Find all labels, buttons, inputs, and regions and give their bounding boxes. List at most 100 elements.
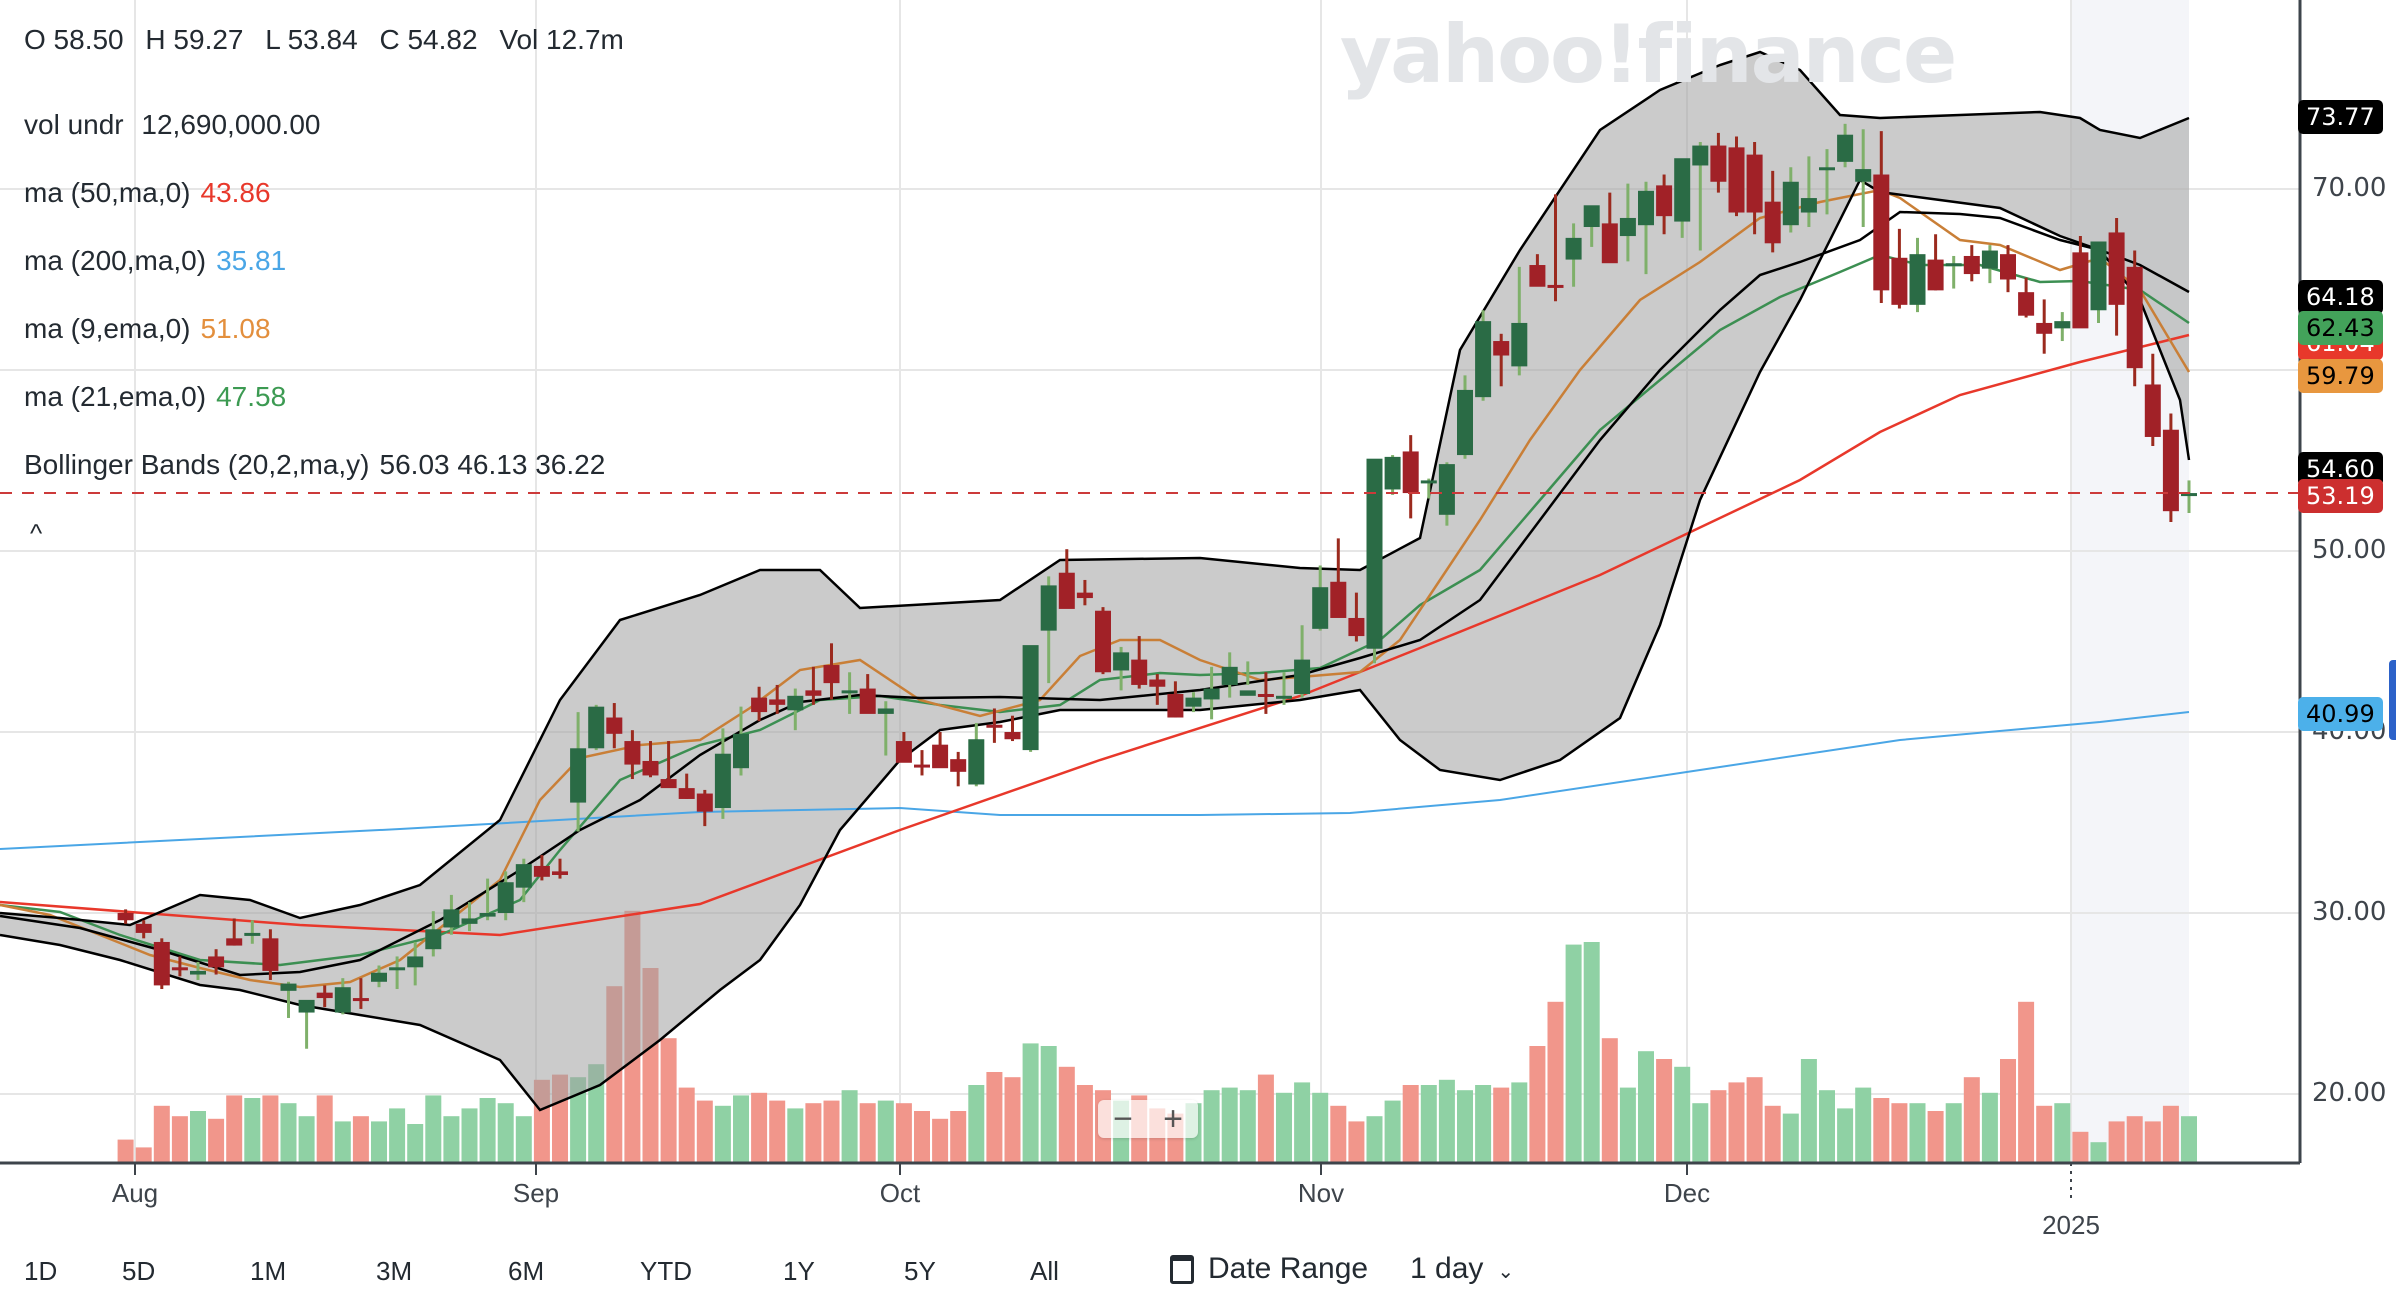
- candle[interactable]: [1384, 456, 1401, 490]
- candle[interactable]: [226, 938, 243, 946]
- candle[interactable]: [2090, 241, 2107, 311]
- candle[interactable]: [1366, 458, 1383, 649]
- candle[interactable]: [208, 956, 225, 968]
- candle[interactable]: [1131, 659, 1148, 685]
- candle[interactable]: [660, 779, 677, 789]
- candle[interactable]: [624, 741, 641, 765]
- candle[interactable]: [606, 717, 623, 734]
- candle[interactable]: [1257, 693, 1274, 697]
- candle[interactable]: [950, 759, 967, 772]
- candle[interactable]: [2162, 429, 2179, 512]
- candle[interactable]: [2054, 321, 2071, 329]
- candle[interactable]: [1891, 257, 1908, 305]
- candle[interactable]: [1203, 688, 1220, 700]
- candle[interactable]: [751, 697, 768, 713]
- candle[interactable]: [153, 941, 170, 986]
- panel-edge-handle[interactable]: [2389, 660, 2396, 740]
- candle[interactable]: [570, 748, 587, 803]
- candle[interactable]: [1221, 666, 1238, 685]
- candle[interactable]: [1004, 732, 1021, 740]
- candle[interactable]: [714, 753, 731, 809]
- candle[interactable]: [479, 913, 496, 917]
- candle[interactable]: [1511, 322, 1528, 367]
- range-button-ytd[interactable]: YTD: [640, 1256, 692, 1286]
- candle[interactable]: [461, 918, 478, 924]
- candle[interactable]: [1873, 174, 1890, 291]
- candle[interactable]: [1601, 223, 1618, 264]
- candle[interactable]: [1312, 587, 1329, 629]
- candle[interactable]: [769, 699, 786, 705]
- candle[interactable]: [678, 788, 695, 799]
- candle[interactable]: [1058, 572, 1075, 609]
- candle[interactable]: [1040, 585, 1057, 631]
- range-button-3m[interactable]: 3M: [376, 1256, 413, 1286]
- candle[interactable]: [334, 987, 351, 1013]
- candle[interactable]: [1330, 581, 1347, 618]
- candle[interactable]: [1710, 145, 1727, 182]
- candle[interactable]: [1855, 169, 1872, 182]
- candle[interactable]: [1294, 659, 1311, 694]
- candle[interactable]: [497, 882, 514, 913]
- candle[interactable]: [371, 972, 387, 982]
- candle[interactable]: [588, 706, 605, 749]
- candle[interactable]: [2144, 384, 2161, 437]
- candle[interactable]: [352, 998, 369, 1002]
- candle[interactable]: [1076, 592, 1093, 599]
- range-button-5y[interactable]: 5Y: [904, 1256, 936, 1286]
- zoom-out-button[interactable]: −: [1113, 1099, 1133, 1138]
- candle[interactable]: [1945, 263, 1962, 267]
- candle[interactable]: [859, 688, 876, 714]
- candle[interactable]: [1095, 610, 1111, 673]
- candle[interactable]: [932, 744, 949, 769]
- candlesticks[interactable]: [117, 123, 2197, 1049]
- candle[interactable]: [1185, 697, 1202, 707]
- collapse-legend-icon[interactable]: ^: [30, 518, 43, 548]
- candle[interactable]: [841, 690, 858, 694]
- zoom-in-button[interactable]: +: [1163, 1099, 1183, 1138]
- candle[interactable]: [1493, 341, 1510, 356]
- candle[interactable]: [1565, 237, 1582, 260]
- candle[interactable]: [1475, 321, 1492, 398]
- candle[interactable]: [2181, 493, 2197, 497]
- candle[interactable]: [733, 733, 749, 769]
- candle[interactable]: [1674, 158, 1691, 222]
- candle[interactable]: [787, 695, 804, 711]
- candle[interactable]: [1420, 480, 1437, 484]
- candle[interactable]: [171, 967, 188, 971]
- date-range-button[interactable]: Date Range: [1170, 1252, 1368, 1286]
- candle[interactable]: [1583, 205, 1600, 228]
- candle[interactable]: [552, 871, 568, 875]
- candle[interactable]: [1529, 265, 1546, 287]
- candle[interactable]: [407, 956, 424, 968]
- candle[interactable]: [1022, 645, 1039, 751]
- candle[interactable]: [316, 992, 333, 999]
- candle[interactable]: [1239, 690, 1256, 696]
- candle[interactable]: [533, 865, 550, 877]
- candle[interactable]: [1638, 190, 1654, 226]
- range-button-5d[interactable]: 5D: [122, 1256, 156, 1286]
- candle[interactable]: [1149, 679, 1166, 687]
- range-button-1y[interactable]: 1Y: [783, 1256, 815, 1286]
- candle[interactable]: [2126, 266, 2143, 369]
- candle[interactable]: [2018, 292, 2035, 316]
- candle[interactable]: [190, 970, 206, 975]
- candle[interactable]: [1438, 464, 1455, 515]
- candle[interactable]: [244, 932, 261, 936]
- candle[interactable]: [1113, 652, 1130, 671]
- candle[interactable]: [968, 739, 985, 785]
- candle[interactable]: [298, 999, 315, 1013]
- interval-dropdown[interactable]: 1 day ⌄: [1410, 1252, 1514, 1286]
- range-button-6m[interactable]: 6M: [508, 1256, 545, 1286]
- candle[interactable]: [696, 793, 713, 812]
- candle[interactable]: [1619, 217, 1636, 237]
- candle[interactable]: [2108, 232, 2125, 305]
- candle[interactable]: [1800, 198, 1817, 213]
- candle[interactable]: [1276, 695, 1292, 699]
- candle[interactable]: [1981, 250, 1998, 269]
- candle[interactable]: [1547, 284, 1564, 288]
- candle[interactable]: [1963, 255, 1980, 275]
- candle[interactable]: [280, 983, 297, 991]
- candle[interactable]: [2000, 254, 2016, 280]
- candle[interactable]: [117, 913, 134, 921]
- candle[interactable]: [1167, 693, 1184, 718]
